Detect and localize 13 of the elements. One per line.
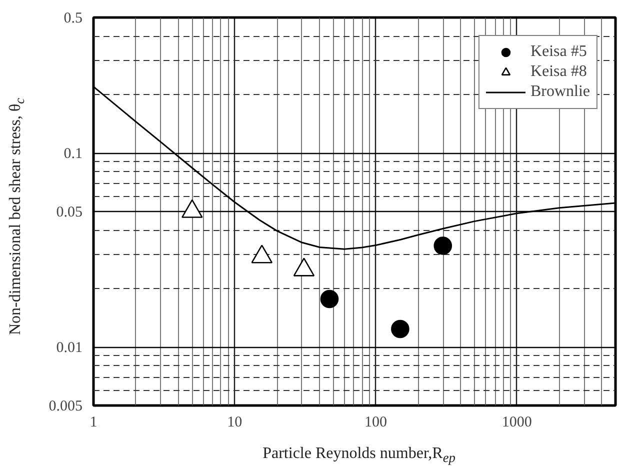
x-tick-label: 1 — [90, 414, 98, 430]
x-axis-title: Particle Reynolds number,R$_{ep}$ — [262, 444, 456, 466]
legend-label: Brownlie — [530, 83, 590, 101]
y-tick-label: 0.01 — [56, 340, 82, 356]
legend-label: Keisa #5 — [530, 43, 587, 61]
y-tick-label: 0.05 — [56, 204, 82, 220]
y-tick-label: 0.5 — [64, 10, 82, 26]
legend-label: Keisa #8 — [530, 63, 587, 81]
x-tick-label: 10 — [227, 414, 242, 430]
y-tick-label: 0.005 — [48, 398, 82, 414]
x-tick-label: 1000 — [502, 414, 532, 430]
x-tick-label: 100 — [364, 414, 387, 430]
y-tick-label: 0.1 — [64, 146, 82, 162]
